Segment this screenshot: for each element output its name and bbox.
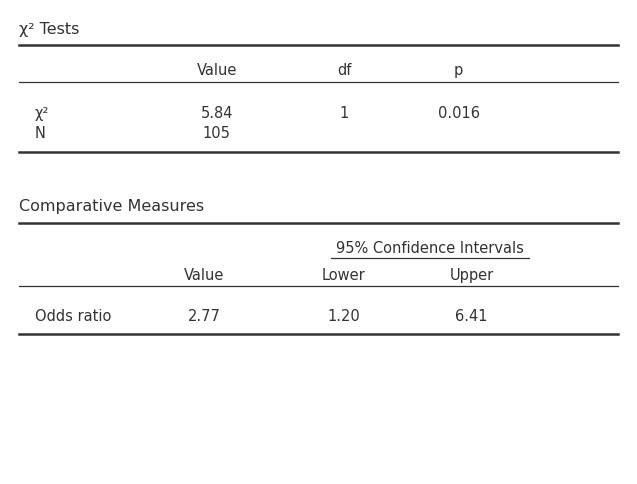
Text: Value: Value — [183, 267, 224, 282]
Text: 2.77: 2.77 — [187, 309, 220, 324]
Text: Lower: Lower — [322, 267, 366, 282]
Text: Comparative Measures: Comparative Measures — [19, 198, 204, 213]
Text: 1: 1 — [340, 106, 348, 121]
Text: df: df — [337, 63, 351, 78]
Text: χ²: χ² — [35, 106, 50, 121]
Text: 95% Confidence Intervals: 95% Confidence Intervals — [336, 241, 524, 256]
Text: 0.016: 0.016 — [438, 106, 480, 121]
Text: χ² Tests: χ² Tests — [19, 22, 80, 37]
Text: Upper: Upper — [449, 267, 494, 282]
Text: Value: Value — [196, 63, 237, 78]
Text: 1.20: 1.20 — [327, 309, 361, 324]
Text: Odds ratio: Odds ratio — [35, 309, 111, 324]
Text: 6.41: 6.41 — [455, 309, 488, 324]
Text: 105: 105 — [203, 126, 231, 141]
Text: p: p — [454, 63, 463, 78]
Text: 5.84: 5.84 — [200, 106, 233, 121]
Text: N: N — [35, 126, 46, 141]
